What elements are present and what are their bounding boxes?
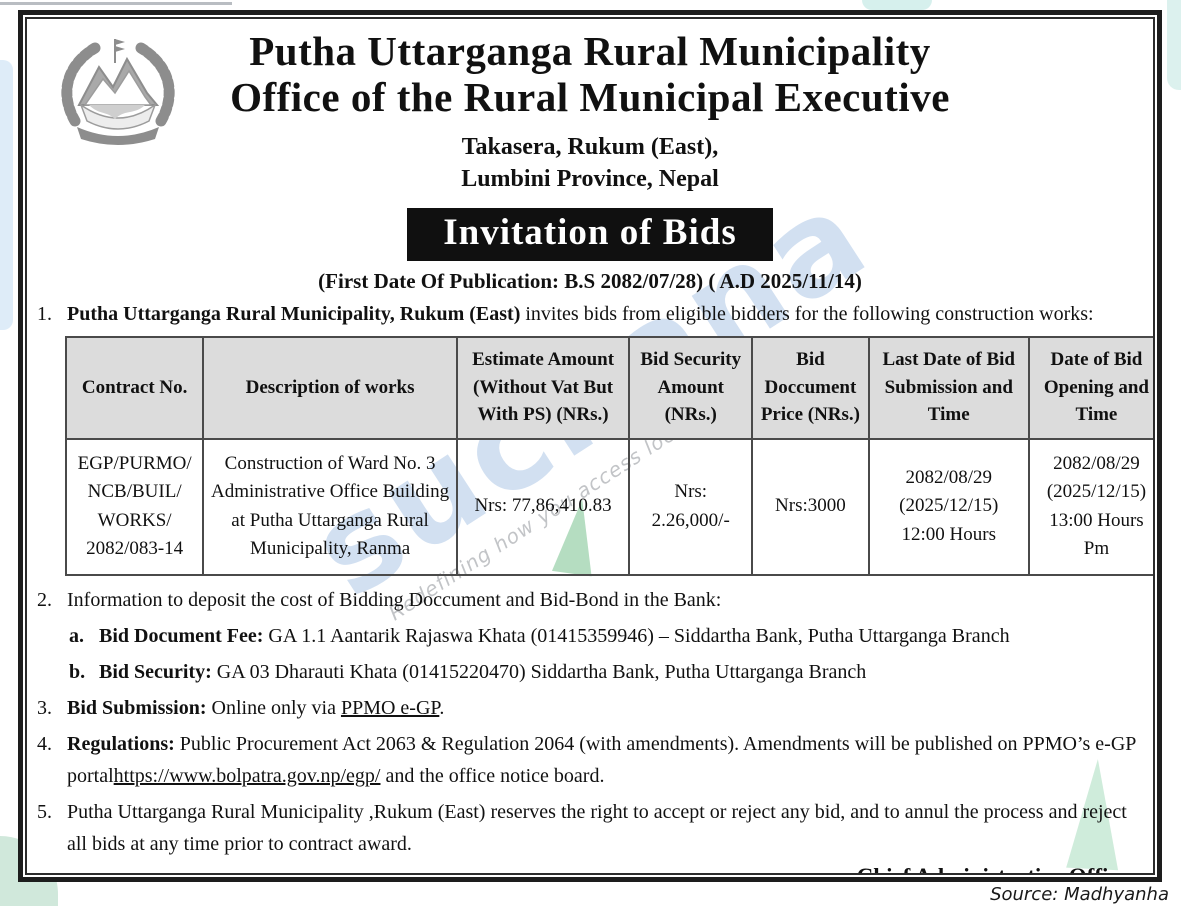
list-item-4: 4. Regulations: Public Procurement Act 2… bbox=[37, 728, 1143, 792]
table-header-row: Contract No. Description of works Estima… bbox=[64, 335, 1153, 440]
list-item-2b: b. Bid Security: GA 03 Dharauti Khata (0… bbox=[69, 656, 1143, 688]
cell-doc-price: Nrs:3000 bbox=[751, 437, 870, 576]
chief-administrative-officer-signature: Chief Administrative Officer bbox=[37, 864, 1143, 873]
col-header-doc-price: Bid Doccument Price (NRs.) bbox=[751, 335, 870, 440]
sub-item-text: Bid Security: GA 03 Dharauti Khata (0141… bbox=[99, 656, 866, 688]
cell-contract-no: EGP/PURMO/ NCB/BUIL/ WORKS/ 2082/083-14 bbox=[64, 437, 205, 576]
list-item-1: 1. Putha Uttarganga Rural Municipality, … bbox=[37, 298, 1143, 330]
bid-document-fee-label: Bid Document Fee: bbox=[99, 624, 264, 647]
source-credit: Source: Madhyanha bbox=[990, 884, 1169, 905]
item-number: 3. bbox=[37, 696, 52, 719]
item-text: Regulations: Public Procurement Act 2063… bbox=[67, 728, 1143, 792]
top-teal-curve bbox=[862, 0, 932, 10]
cell-last-submission: 2082/08/29 (2025/12/15) 12:00 Hours bbox=[867, 437, 1030, 576]
ppmo-egp-link[interactable]: PPMO e-GP bbox=[340, 696, 440, 719]
publication-date-line: (First Date Of Publication: B.S 2082/07/… bbox=[318, 268, 862, 293]
item1-rest: invites bids from eligible bidders for t… bbox=[520, 302, 1094, 325]
list-item-3: 3. Bid Submission: Online only via PPMO … bbox=[37, 692, 1143, 724]
top-right-teal-ribbon bbox=[1167, 0, 1181, 90]
municipality-title: Putha Uttarganga Rural Municipality bbox=[249, 28, 931, 74]
regulations-post: and the office notice board. bbox=[380, 764, 605, 787]
col-header-opening: Date of Bid Opening and Time bbox=[1027, 335, 1153, 440]
cell-opening: 2082/08/29 (2025/12/15) 13:00 Hours Pm bbox=[1027, 437, 1153, 576]
item-number: 2. bbox=[37, 588, 52, 611]
list-item-2a: a. Bid Document Fee: GA 1.1 Aantarik Raj… bbox=[69, 620, 1143, 652]
col-header-bid-security: Bid Security Amount (NRs.) bbox=[628, 335, 754, 440]
col-header-description: Description of works bbox=[202, 335, 458, 440]
sub-item-letter: b. bbox=[69, 660, 86, 683]
col-header-estimate-amount: Estimate Amount (Without Vat But With PS… bbox=[455, 335, 631, 440]
bolpatra-url-link[interactable]: https://www.bolpatra.gov.np/egp/ bbox=[113, 764, 381, 787]
item-number: 5. bbox=[37, 800, 52, 823]
col-header-contract-no: Contract No. bbox=[64, 335, 205, 440]
bid-document-fee-detail: GA 1.1 Aantarik Rajaswa Khata (014153599… bbox=[263, 624, 1010, 647]
item-text: Putha Uttarganga Rural Municipality ,Ruk… bbox=[67, 800, 1127, 855]
page-top-line bbox=[0, 2, 232, 5]
regulations-label: Regulations: bbox=[67, 732, 175, 755]
cell-estimate-amount: Nrs: 77,86,410.83 bbox=[455, 437, 631, 576]
regulations-pre: Public Procurement Act 2063 & Regulation… bbox=[67, 732, 1136, 787]
left-blue-ribbon bbox=[0, 60, 13, 330]
nepal-coat-of-arms-icon bbox=[55, 35, 181, 158]
bid-security-detail: GA 03 Dharauti Khata (01415220470) Sidda… bbox=[211, 660, 867, 683]
notice-inner-frame: suchana Redefining how you access local … bbox=[25, 17, 1155, 875]
address-line-1: Takasera, Rukum (East), bbox=[461, 133, 719, 160]
cell-bid-security: Nrs: 2.26,000/- bbox=[628, 437, 754, 576]
sub-item-letter: a. bbox=[69, 624, 84, 647]
bid-submission-pre: Online only via bbox=[206, 696, 341, 719]
list-item-2: 2. Information to deposit the cost of Bi… bbox=[37, 584, 1143, 616]
item-text: Bid Submission: Online only via PPMO e-G… bbox=[67, 692, 1143, 724]
item-text: Putha Uttarganga Rural Municipality, Ruk… bbox=[67, 298, 1143, 330]
bid-security-label: Bid Security: bbox=[99, 660, 212, 683]
address-line-2: Lumbini Province, Nepal bbox=[461, 166, 719, 193]
notice-document: suchana Redefining how you access local … bbox=[18, 10, 1162, 882]
bid-submission-post: . bbox=[439, 696, 445, 719]
office-title: Office of the Rural Municipal Executive bbox=[230, 73, 950, 120]
item-number: 1. bbox=[37, 302, 52, 325]
bid-submission-label: Bid Submission: bbox=[67, 696, 207, 719]
table-row: EGP/PURMO/ NCB/BUIL/ WORKS/ 2082/083-14 … bbox=[64, 437, 1153, 576]
col-header-last-submission: Last Date of Bid Submission and Time bbox=[867, 335, 1030, 440]
cell-description: Construction of Ward No. 3 Administrativ… bbox=[202, 437, 458, 576]
office-address: Takasera, Rukum (East), Lumbini Province… bbox=[37, 131, 1143, 196]
item1-bold-lead: Putha Uttarganga Rural Municipality, Ruk… bbox=[67, 302, 521, 325]
document-header: Putha Uttarganga Rural Municipality Offi… bbox=[37, 28, 1143, 294]
sub-item-text: Bid Document Fee: GA 1.1 Aantarik Rajasw… bbox=[99, 620, 1010, 652]
list-item-5: 5. Putha Uttarganga Rural Municipality ,… bbox=[37, 796, 1143, 860]
item-number: 4. bbox=[37, 732, 52, 755]
invitation-banner: Invitation of Bids bbox=[407, 207, 773, 261]
bids-table: Contract No. Description of works Estima… bbox=[64, 335, 1153, 576]
item-text: Information to deposit the cost of Biddi… bbox=[67, 588, 722, 611]
